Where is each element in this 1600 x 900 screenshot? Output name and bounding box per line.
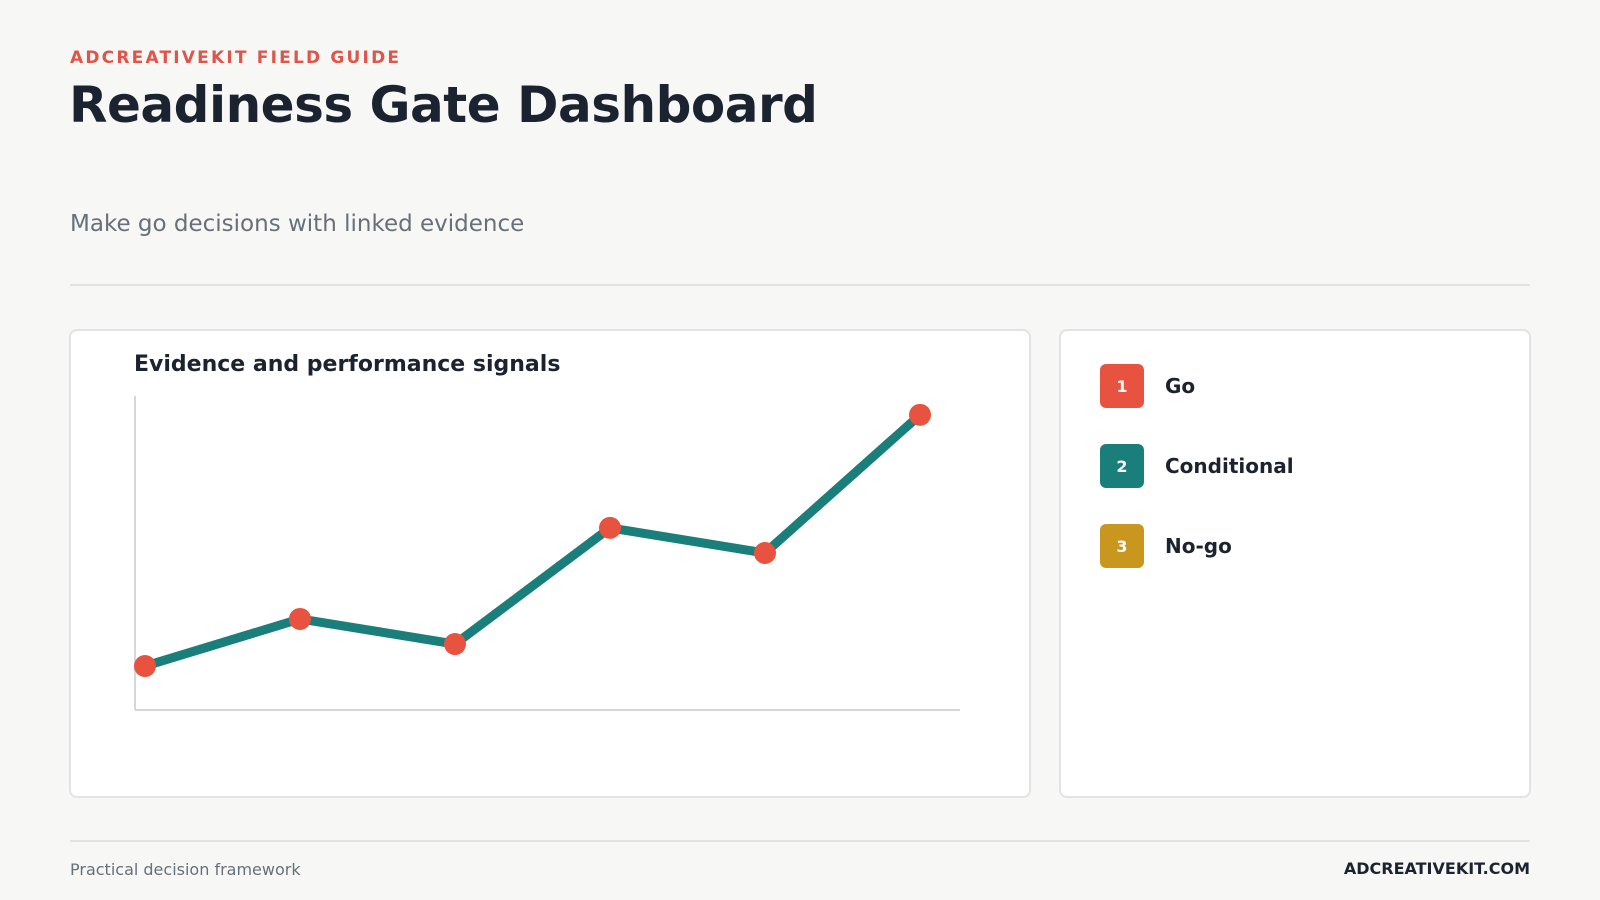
legend-item: 2 Conditional: [1100, 444, 1294, 488]
footer-divider: [70, 840, 1530, 842]
data-point: [289, 607, 311, 630]
legend-number-badge: 2: [1100, 444, 1144, 488]
chart-card: [69, 329, 1031, 798]
data-point: [909, 403, 931, 426]
data-point: [754, 542, 776, 564]
header-divider: [70, 284, 1530, 286]
eyebrow-label: ADCREATIVEKIT FIELD GUIDE: [70, 48, 402, 68]
legend-number-badge: 3: [1100, 524, 1144, 568]
legend-item: 1 Go: [1100, 364, 1195, 408]
series-line: [140, 410, 925, 671]
legend-number-badge: 1: [1100, 364, 1144, 408]
legend-item: 3 No-go: [1100, 524, 1232, 568]
legend-label: No-go: [1165, 534, 1232, 558]
data-point: [134, 655, 156, 678]
data-point: [599, 516, 621, 539]
page-subtitle: Make go decisions with linked evidence: [70, 211, 525, 237]
legend-label: Go: [1165, 374, 1196, 398]
footer-tagline: Practical decision framework: [70, 860, 301, 879]
chart-title: Evidence and performance signals: [134, 352, 561, 377]
footer-site-link[interactable]: ADCREATIVEKIT.COM: [1343, 859, 1530, 878]
page-title: Readiness Gate Dashboard: [69, 76, 818, 134]
data-point: [444, 633, 466, 656]
legend-label: Conditional: [1165, 454, 1294, 478]
